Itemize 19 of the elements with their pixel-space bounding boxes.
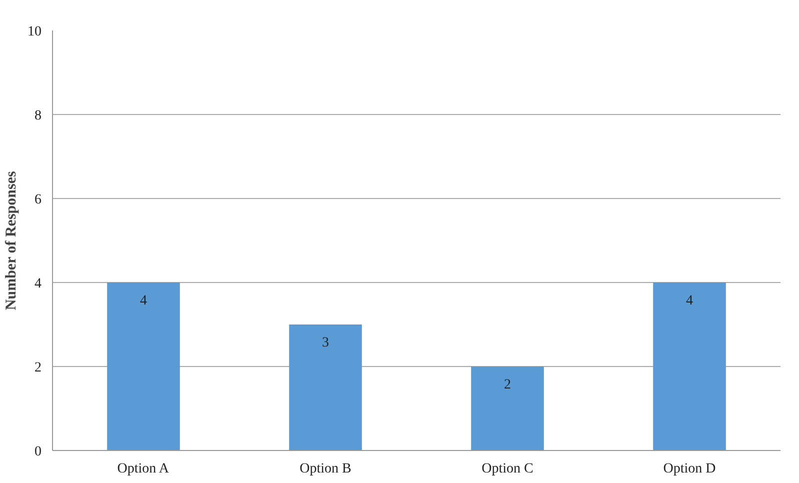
x-tick-label: Option B (300, 462, 352, 476)
data-label: 3 (322, 336, 329, 350)
y-tick-label: 10 (28, 24, 42, 40)
data-label: 4 (686, 294, 693, 308)
bar (289, 324, 362, 450)
y-axis-title: Number of Responses (4, 171, 20, 310)
bar (653, 282, 726, 450)
x-tick-label: Option A (117, 462, 170, 476)
bar (471, 366, 544, 450)
y-tick-label: 6 (34, 192, 42, 208)
data-label: 2 (504, 378, 511, 392)
x-tick-label: Option C (482, 462, 534, 476)
x-tick-label: Option D (663, 462, 716, 476)
y-tick-label: 2 (34, 360, 42, 376)
y-tick-label: 8 (34, 108, 42, 124)
y-tick-label: 0 (34, 444, 42, 460)
bar (107, 282, 180, 450)
y-tick-label: 4 (34, 276, 42, 292)
data-label: 4 (140, 294, 147, 308)
